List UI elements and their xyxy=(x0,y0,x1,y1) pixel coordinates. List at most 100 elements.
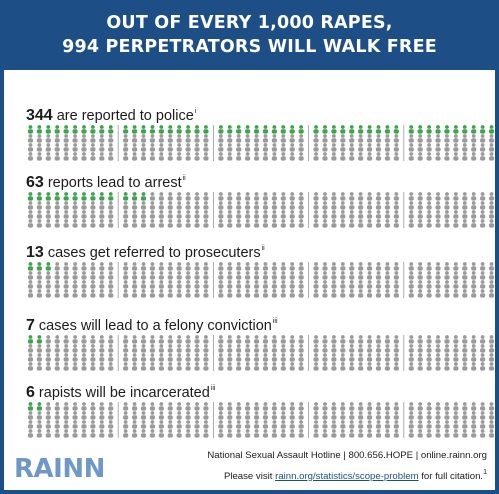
person-icon xyxy=(123,420,129,429)
person-icon xyxy=(480,344,486,353)
person-icon xyxy=(149,192,156,201)
citation-link[interactable]: rainn.org/statistics/scope-problem xyxy=(275,471,419,482)
person-icon xyxy=(176,201,182,210)
person-icon xyxy=(236,411,242,420)
person-icon xyxy=(140,289,147,298)
person-icon xyxy=(236,192,242,201)
person-icon xyxy=(322,192,328,201)
person-icon xyxy=(27,344,34,353)
person-icon xyxy=(280,353,286,362)
person-icon xyxy=(313,344,319,353)
person-icon xyxy=(462,335,468,344)
person-icon xyxy=(149,219,156,228)
person-icon xyxy=(488,143,495,152)
person-icon xyxy=(27,201,34,210)
person-icon xyxy=(131,125,138,134)
person-icon xyxy=(236,402,242,411)
person-icon xyxy=(358,262,364,271)
person-icon xyxy=(36,271,42,280)
person-icon xyxy=(123,402,129,411)
person-icon xyxy=(322,134,328,143)
person-icon xyxy=(384,125,391,134)
person-icon xyxy=(81,210,87,219)
person-icon xyxy=(471,362,477,371)
person-icon xyxy=(203,289,209,298)
person-icon xyxy=(444,201,450,210)
person-icon xyxy=(462,411,468,420)
person-icon xyxy=(245,280,251,289)
person-icon xyxy=(426,219,432,228)
person-icon xyxy=(36,125,42,134)
person-icon xyxy=(185,143,191,152)
person-icon xyxy=(280,134,286,143)
person-icon xyxy=(99,262,105,271)
person-icon xyxy=(313,335,319,344)
person-icon xyxy=(322,143,328,152)
person-icon xyxy=(90,210,96,219)
person-icon xyxy=(27,143,34,152)
person-icon xyxy=(358,411,364,420)
person-icon xyxy=(408,344,414,353)
person-icon xyxy=(63,429,69,438)
stat-number: 13 xyxy=(26,244,44,261)
person-icon xyxy=(99,280,105,289)
person-icon xyxy=(123,143,129,152)
person-icon xyxy=(140,271,147,280)
person-icon xyxy=(262,420,269,429)
person-icon xyxy=(471,335,477,344)
person-icon xyxy=(384,143,391,152)
person-icon xyxy=(488,280,495,289)
person-icon xyxy=(218,134,224,143)
person-icon xyxy=(322,219,328,228)
person-icon xyxy=(417,201,423,210)
person-icon xyxy=(349,271,355,280)
person-icon xyxy=(349,192,355,201)
person-icon xyxy=(262,344,269,353)
person-icon xyxy=(471,402,477,411)
person-icon xyxy=(45,429,51,438)
person-icon xyxy=(298,210,304,219)
person-icon xyxy=(245,289,251,298)
person-icon xyxy=(131,210,138,219)
person-icon xyxy=(417,219,423,228)
person-icon xyxy=(366,420,373,429)
person-icon xyxy=(227,201,233,210)
person-icon xyxy=(99,192,105,201)
person-icon xyxy=(340,429,346,438)
person-icon xyxy=(140,402,147,411)
person-icon xyxy=(253,402,260,411)
person-icon xyxy=(185,201,191,210)
person-icon xyxy=(167,411,173,420)
person-icon xyxy=(131,280,138,289)
person-icon xyxy=(417,262,423,271)
person-icon xyxy=(480,420,486,429)
person-icon xyxy=(384,362,391,371)
person-icon xyxy=(488,210,495,219)
person-icon xyxy=(262,192,269,201)
person-icon xyxy=(393,271,399,280)
person-icon xyxy=(203,335,209,344)
person-icon xyxy=(262,271,269,280)
person-icon xyxy=(280,429,286,438)
person-icon xyxy=(271,280,277,289)
person-icon xyxy=(340,125,346,134)
person-icon xyxy=(227,344,233,353)
person-icon xyxy=(218,210,224,219)
person-icon xyxy=(158,152,164,161)
person-icon xyxy=(408,152,414,161)
person-icon xyxy=(245,134,251,143)
person-icon xyxy=(298,420,304,429)
person-icon xyxy=(194,125,200,134)
person-icon xyxy=(340,362,346,371)
person-icon xyxy=(45,420,51,429)
person-icon xyxy=(271,411,277,420)
person-icon xyxy=(280,362,286,371)
person-icon xyxy=(358,353,364,362)
person-icon xyxy=(185,402,191,411)
person-icon xyxy=(36,335,42,344)
person-icon xyxy=(36,402,42,411)
person-icon xyxy=(426,420,432,429)
person-icon xyxy=(393,289,399,298)
person-icon xyxy=(176,210,182,219)
person-icon xyxy=(471,192,477,201)
